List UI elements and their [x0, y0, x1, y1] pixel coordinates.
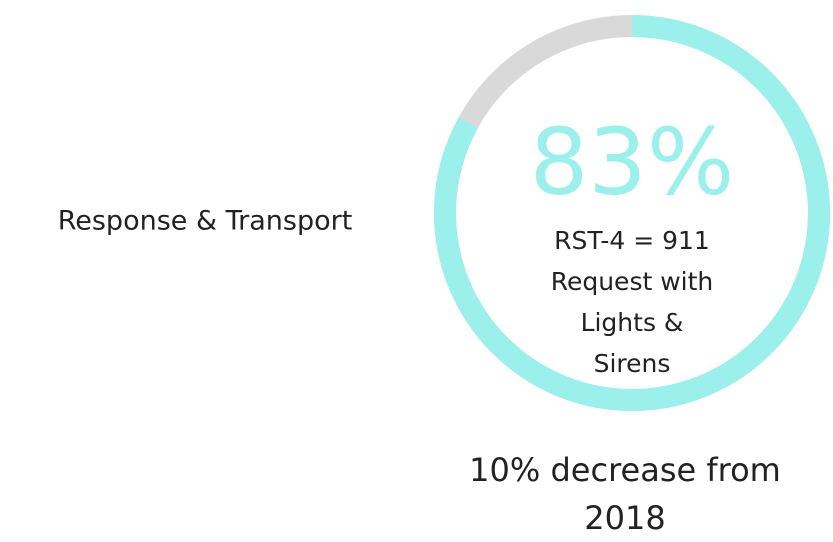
center-label: RST-4 = 911 [554, 226, 710, 255]
gauge-arc [434, 15, 830, 411]
center-label: Request with [551, 267, 714, 296]
center-label: Sirens [594, 349, 671, 378]
footer-label: 10% decrease from [469, 451, 781, 489]
chart-title: Response & Transport [58, 206, 353, 237]
footer-label: 2018 [584, 499, 665, 537]
value-label: 83% [530, 108, 734, 215]
center-label: Lights & [581, 308, 684, 337]
